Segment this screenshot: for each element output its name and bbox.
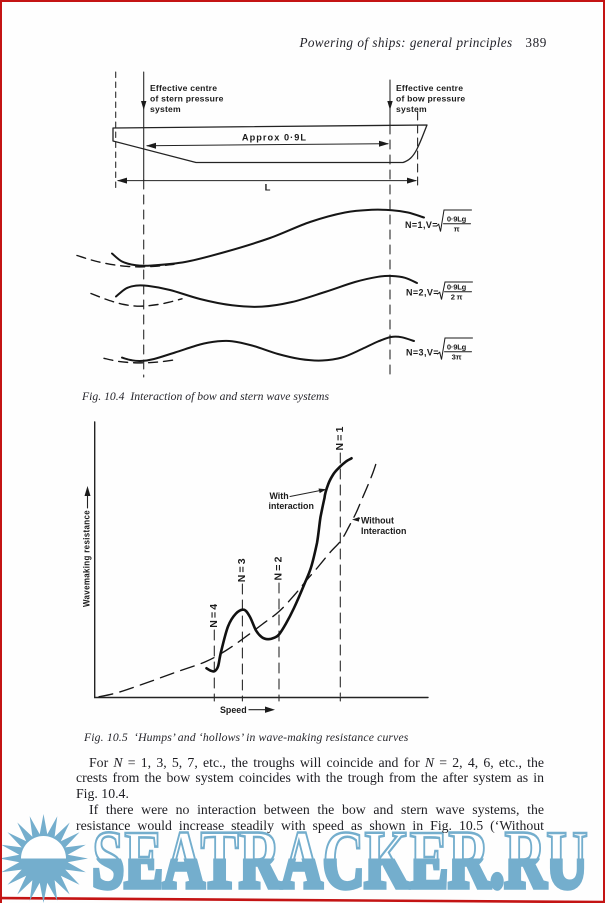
- svg-text:N=2,V=: N=2,V=: [406, 288, 439, 298]
- svg-text:0·9Lg: 0·9Lg: [447, 343, 467, 352]
- svg-text:interaction: interaction: [269, 501, 314, 511]
- svg-text:Interaction: Interaction: [361, 526, 406, 536]
- svg-text:0·9Lg: 0·9Lg: [447, 215, 467, 224]
- svg-text:Effective centre: Effective centre: [150, 83, 217, 93]
- svg-text:3π: 3π: [452, 353, 462, 362]
- svg-text:π: π: [454, 225, 460, 234]
- svg-text:system: system: [396, 104, 427, 114]
- svg-text:Wavemaking resistance: Wavemaking resistance: [82, 510, 92, 607]
- svg-text:0·9Lg: 0·9Lg: [447, 283, 467, 292]
- svg-text:Speed: Speed: [220, 705, 247, 715]
- svg-text:SEATRACKER.RU: SEATRACKER.RU: [92, 813, 588, 903]
- svg-text:L: L: [265, 182, 271, 193]
- svg-text:of stern pressure: of stern pressure: [150, 94, 224, 104]
- svg-text:N=2: N=2: [272, 554, 284, 580]
- svg-text:N=4: N=4: [208, 602, 220, 628]
- svg-text:2 π: 2 π: [451, 293, 463, 302]
- svg-text:N=1,V=: N=1,V=: [405, 220, 438, 230]
- svg-text:system: system: [150, 104, 181, 114]
- svg-text:N=3: N=3: [236, 556, 248, 582]
- svg-text:With: With: [270, 491, 289, 501]
- svg-text:N=1: N=1: [334, 424, 346, 450]
- svg-text:of bow pressure: of bow pressure: [396, 94, 465, 104]
- svg-text:N=3,V=: N=3,V=: [406, 348, 439, 358]
- svg-text:SEATRACKER.RU: SEATRACKER.RU: [92, 813, 588, 903]
- svg-text:Effective centre: Effective centre: [396, 83, 463, 93]
- svg-text:Without: Without: [361, 516, 394, 526]
- svg-text:Approx 0·9L: Approx 0·9L: [242, 132, 307, 142]
